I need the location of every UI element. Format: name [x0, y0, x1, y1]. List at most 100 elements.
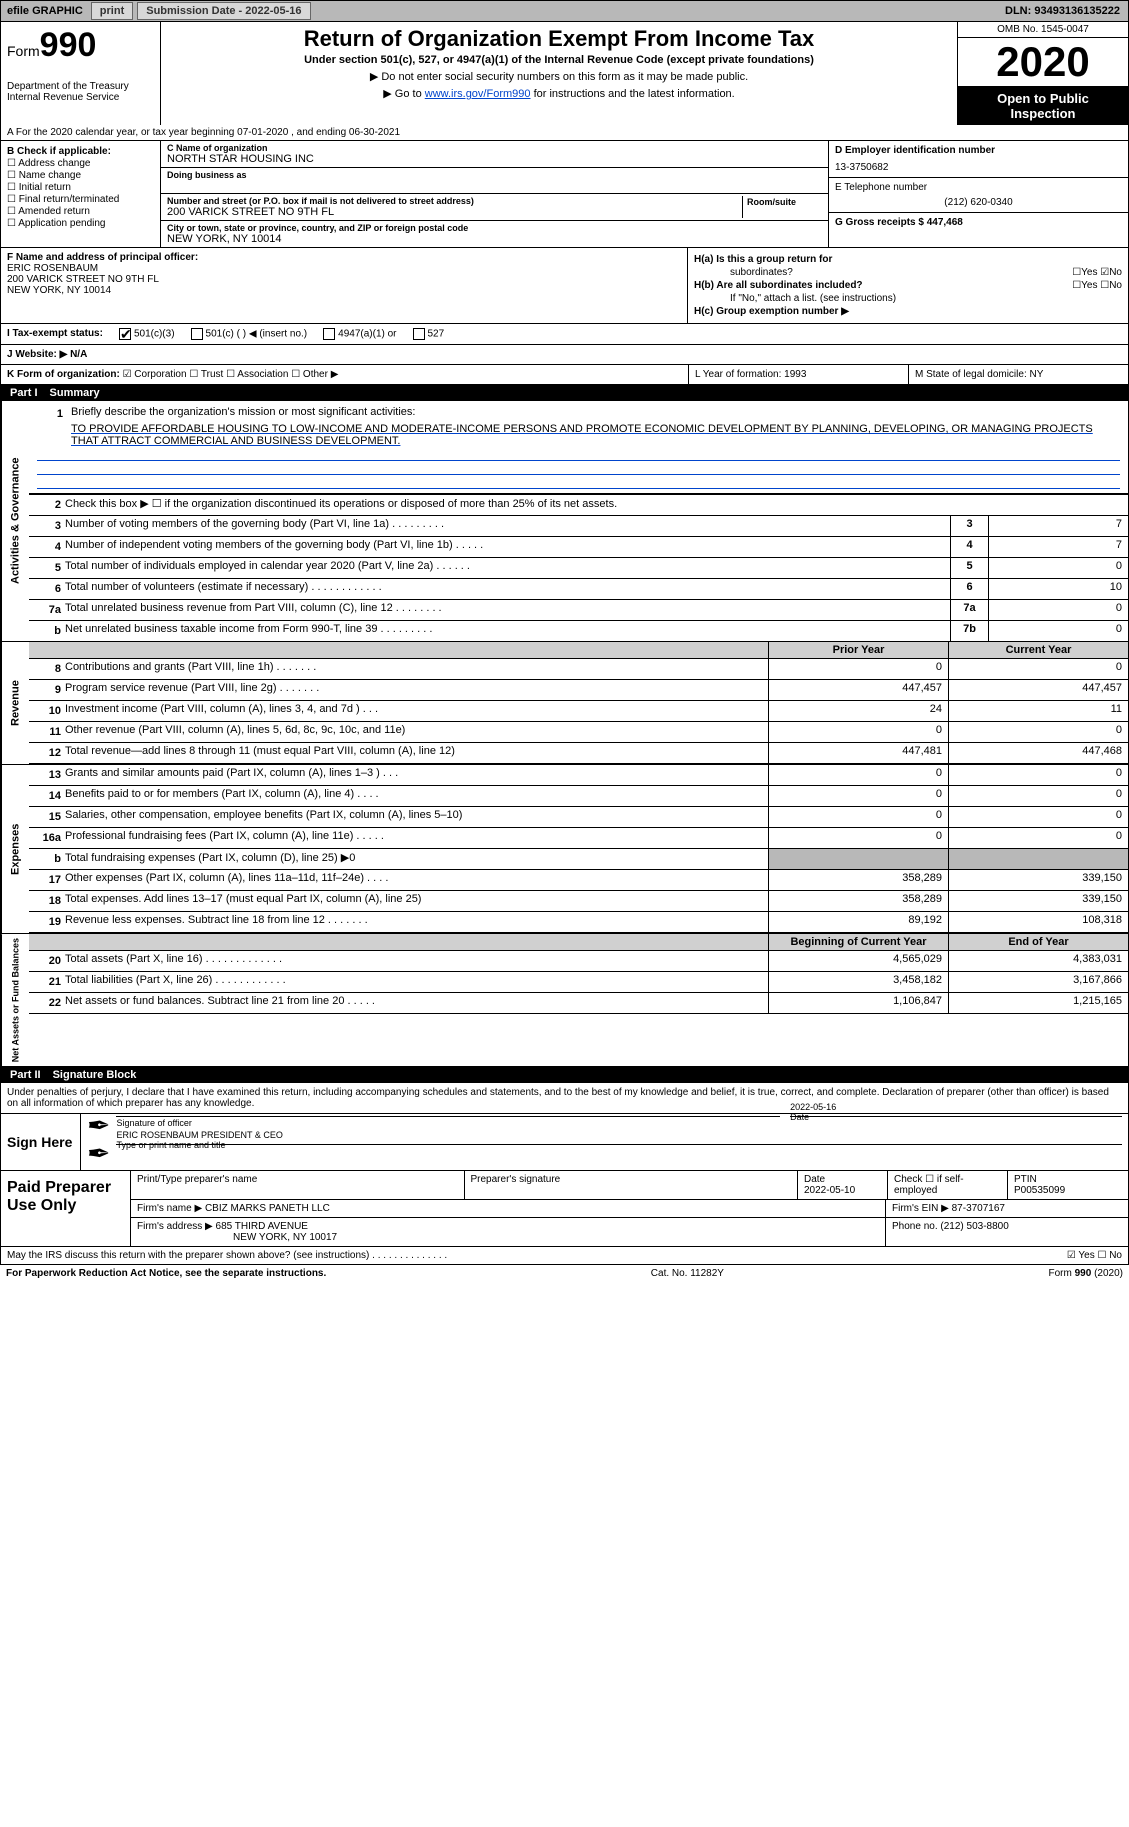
exp-table: 13Grants and similar amounts paid (Part …: [29, 765, 1128, 933]
table-row: 14Benefits paid to or for members (Part …: [29, 786, 1128, 807]
sign-here-row: Sign Here ✒ Signature of officer 2022-05…: [1, 1113, 1128, 1170]
top-bar: efile GRAPHIC print Submission Date - 20…: [0, 0, 1129, 22]
i-label: I Tax-exempt status:: [7, 328, 103, 340]
vtab-expenses: Expenses: [1, 765, 29, 933]
table-row: 17Other expenses (Part IX, column (A), l…: [29, 870, 1128, 891]
form-num: 990: [40, 26, 97, 64]
print-button[interactable]: print: [91, 2, 133, 20]
hb-note: If "No," attach a list. (see instruction…: [694, 293, 896, 304]
omb-number: OMB No. 1545-0047: [958, 22, 1128, 38]
prep-row3: Firm's address ▶ 685 THIRD AVENUENEW YOR…: [131, 1218, 1128, 1246]
chk-app-pending[interactable]: ☐ Application pending: [7, 218, 154, 229]
d-label: D Employer identification number: [835, 145, 1122, 156]
tax-year: 2020: [958, 38, 1128, 87]
addr-label: Number and street (or P.O. box if mail i…: [167, 196, 742, 206]
k-opts[interactable]: ☑ Corporation ☐ Trust ☐ Association ☐ Ot…: [123, 369, 339, 380]
sign-here-label: Sign Here: [1, 1114, 81, 1170]
city-label: City or town, state or province, country…: [167, 223, 822, 233]
i-opt2: 501(c) ( ) ◀ (insert no.): [206, 329, 308, 340]
org-address: 200 VARICK STREET NO 9TH FL: [167, 206, 742, 218]
form-title: Return of Organization Exempt From Incom…: [167, 26, 951, 52]
i-4947[interactable]: 4947(a)(1) or: [323, 328, 396, 340]
ha-yesno[interactable]: ☐Yes ☑No: [1072, 267, 1122, 278]
i-501c3[interactable]: 501(c)(3): [119, 328, 175, 340]
chk-final-return[interactable]: ☐ Final return/terminated: [7, 194, 154, 205]
section-b-g: B Check if applicable: ☐ Address change …: [0, 141, 1129, 248]
officer-addr2: NEW YORK, NY 10014: [7, 285, 681, 296]
prep-row1: Print/Type preparer's name Preparer's si…: [131, 1171, 1128, 1200]
col-deg: D Employer identification number 13-3750…: [828, 141, 1128, 247]
page-footer: For Paperwork Reduction Act Notice, see …: [0, 1265, 1129, 1282]
header-left: Form990 Department of the Treasury Inter…: [1, 22, 161, 125]
col-c: C Name of organization NORTH STAR HOUSIN…: [161, 141, 828, 247]
open-inspection: Open to Public Inspection: [958, 87, 1128, 125]
vtab-revenue: Revenue: [1, 642, 29, 764]
prep-date-label: Date: [804, 1174, 825, 1185]
discuss-answer[interactable]: ☑ Yes ☐ No: [1067, 1250, 1122, 1261]
dept-irs: Internal Revenue Service: [7, 92, 154, 103]
sig-fields: ✒ Signature of officer 2022-05-16 Date ✒…: [81, 1114, 1128, 1170]
net-section: Net Assets or Fund Balances Beginning of…: [0, 934, 1129, 1067]
officer-name: ERIC ROSENBAUM: [7, 263, 681, 274]
i-opt3: 4947(a)(1) or: [338, 329, 396, 340]
table-row: 10Investment income (Part VIII, column (…: [29, 701, 1128, 722]
table-row: 18Total expenses. Add lines 13–17 (must …: [29, 891, 1128, 912]
mission-block: 1 Briefly describe the organization's mi…: [29, 401, 1128, 494]
ptin-value: P00535099: [1014, 1185, 1065, 1196]
prep-ptin: PTINP00535099: [1008, 1171, 1128, 1199]
line-i: I Tax-exempt status: 501(c)(3) 501(c) ( …: [0, 324, 1129, 345]
k-left: K Form of organization: ☑ Corporation ☐ …: [1, 365, 688, 384]
sig-date-value: 2022-05-16: [790, 1102, 1122, 1112]
open1: Open to Public: [962, 91, 1124, 106]
table-row: 22Net assets or fund balances. Subtract …: [29, 993, 1128, 1014]
exp-section: Expenses 13Grants and similar amounts pa…: [0, 765, 1129, 934]
irs-link[interactable]: www.irs.gov/Form990: [425, 88, 531, 100]
mission-line: [37, 475, 1120, 489]
chk-name-change[interactable]: ☐ Name change: [7, 170, 154, 181]
prep-date: Date2022-05-10: [798, 1171, 888, 1199]
i-opt4: 527: [428, 329, 445, 340]
form-number: Form990: [7, 26, 154, 65]
table-row: 3Number of voting members of the governi…: [29, 516, 1128, 537]
rev-section: Revenue Prior YearCurrent Year8Contribut…: [0, 642, 1129, 765]
part1-title: Summary: [50, 387, 100, 399]
ha-sub: subordinates?: [694, 267, 793, 278]
form-header: Form990 Department of the Treasury Inter…: [0, 22, 1129, 125]
form-prefix: Form: [7, 43, 40, 59]
firm-name: CBIZ MARKS PANETH LLC: [205, 1203, 330, 1214]
chk-initial-return[interactable]: ☐ Initial return: [7, 182, 154, 193]
l-year: L Year of formation: 1993: [688, 365, 908, 384]
cell-e: E Telephone number (212) 620-0340: [829, 178, 1128, 213]
mission-line: [37, 461, 1120, 475]
prep-row2: Firm's name ▶ CBIZ MARKS PANETH LLC Firm…: [131, 1200, 1128, 1218]
firm-addr1: 685 THIRD AVENUE: [216, 1221, 308, 1232]
table-row: 7aTotal unrelated business revenue from …: [29, 600, 1128, 621]
pen-arrow-icon: ✒: [87, 1144, 110, 1168]
firm-ein: 87-3707167: [952, 1203, 1005, 1214]
header-right: OMB No. 1545-0047 2020 Open to Public In…: [958, 22, 1128, 125]
chk-amended[interactable]: ☐ Amended return: [7, 206, 154, 217]
i-501c[interactable]: 501(c) ( ) ◀ (insert no.): [191, 328, 308, 340]
table-row: 9Program service revenue (Part VIII, lin…: [29, 680, 1128, 701]
c-label: C Name of organization: [167, 143, 822, 153]
chk-address-change[interactable]: ☐ Address change: [7, 158, 154, 169]
col-b: B Check if applicable: ☐ Address change …: [1, 141, 161, 247]
line-j: J Website: ▶ N/A: [0, 345, 1129, 365]
part2-num: Part II: [10, 1069, 41, 1081]
discuss-row: May the IRS discuss this return with the…: [0, 1247, 1129, 1265]
f-label: F Name and address of principal officer:: [7, 252, 681, 263]
i-527[interactable]: 527: [413, 328, 445, 340]
prep-name-label: Print/Type preparer's name: [131, 1171, 465, 1199]
mission-line: [37, 447, 1120, 461]
e-label: E Telephone number: [835, 182, 1122, 193]
hb-yesno[interactable]: ☐Yes ☐No: [1072, 280, 1122, 291]
table-row: 8Contributions and grants (Part VIII, li…: [29, 659, 1128, 680]
vtab-netassets: Net Assets or Fund Balances: [1, 934, 29, 1066]
mission-text: TO PROVIDE AFFORDABLE HOUSING TO LOW-INC…: [37, 423, 1120, 447]
prep-selfemp[interactable]: Check ☐ if self-employed: [888, 1171, 1008, 1199]
table-row: 15Salaries, other compensation, employee…: [29, 807, 1128, 828]
gov-content: 1 Briefly describe the organization's mi…: [29, 401, 1128, 641]
note-goto: ▶ Go to www.irs.gov/Form990 for instruct…: [167, 87, 951, 100]
officer-addr1: 200 VARICK STREET NO 9TH FL: [7, 274, 681, 285]
line1-num: 1: [37, 406, 67, 422]
